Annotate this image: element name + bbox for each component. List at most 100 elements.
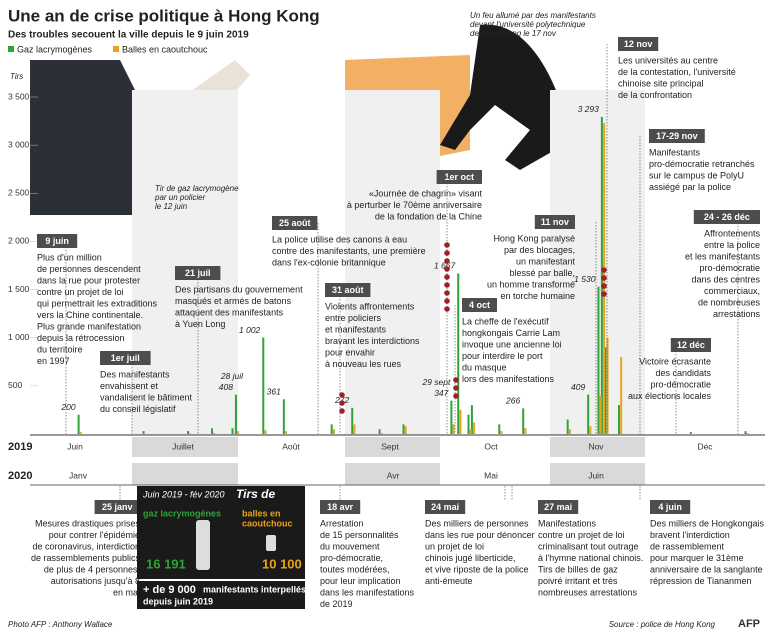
y-tick-label: 500: [8, 380, 22, 390]
value-label: 1 002: [239, 325, 261, 335]
event-text: sur le campus de PolyU: [649, 170, 744, 180]
event-text: de la fondation de la Chine: [375, 211, 482, 221]
event-text: Victoire écrasante: [639, 356, 711, 366]
bar: [589, 426, 592, 434]
event-date-box: [436, 170, 482, 184]
event-date: 24 mai: [431, 502, 459, 512]
event-text: arrestations: [713, 309, 761, 319]
event-text: Les universités au centre: [618, 55, 718, 65]
event-text: attaquent des manifestants: [175, 307, 284, 317]
event-text: invoque une ancienne loi: [462, 339, 562, 349]
event-text: blessé par balle,: [509, 268, 575, 278]
event-text: contre des manifestants, une première: [272, 246, 426, 256]
logo: AFP: [738, 618, 760, 630]
month-label: Oct: [484, 441, 498, 451]
event-text: chinoise site principal: [618, 78, 704, 88]
bar: [404, 426, 407, 434]
bar: [353, 424, 356, 434]
event-text: des candidats: [655, 368, 711, 378]
bar: [500, 431, 503, 434]
axis-band: [132, 437, 238, 457]
legend-swatch: [8, 46, 14, 52]
date-label: 28 juil: [220, 371, 244, 381]
event-text: du masque: [462, 362, 507, 372]
balles-label: balles en: [242, 508, 281, 518]
event-text: vandalisent le bâtiment: [100, 392, 193, 402]
bar: [522, 408, 525, 434]
event-text: de rassemblements publics: [31, 553, 141, 563]
event-text: toutes modérées,: [320, 564, 390, 574]
event-text: La police utilise des canons à eau: [272, 234, 407, 244]
gaz-total: 16 191: [146, 556, 186, 571]
axis-band-2020: [550, 463, 645, 485]
y-tick-label: 3 500: [8, 91, 30, 101]
event-text: de 15 personnalités: [320, 530, 399, 540]
gaz-label: gaz lacrymogènes: [143, 508, 221, 518]
event-text: en mai: [113, 587, 140, 597]
event-text: du conseil législatif: [100, 404, 176, 414]
marker-dot: [453, 377, 459, 383]
event-text: hongkongais Carrie Lam: [462, 328, 560, 338]
event-text: Mesures drastiques prises: [35, 518, 141, 528]
bar: [587, 394, 590, 434]
axis-band: [345, 437, 440, 457]
bar: [498, 424, 501, 434]
event-text: nombreuses arrestations: [538, 587, 638, 597]
marker-dot: [601, 275, 607, 281]
bar: [457, 273, 460, 434]
marker-dot: [339, 408, 345, 414]
event-text: dans les rue pour dénoncer: [425, 530, 535, 540]
bar: [187, 431, 190, 434]
axis-band-2020: [345, 463, 440, 485]
event-text: Plus d'un million: [37, 252, 102, 262]
event-text: entre policiers: [325, 313, 382, 323]
photo-caption: le 12 juin: [155, 202, 188, 211]
event-text: de la contestation, l'université: [618, 67, 736, 77]
event-text: de rassemblement: [650, 541, 725, 551]
value-label: 408: [219, 382, 233, 392]
event-text: répression de Tiananmen: [650, 576, 752, 586]
event-text: et les manifestants: [685, 251, 761, 261]
event-text: du territoire: [37, 344, 83, 354]
date-label: 29 sept: [421, 377, 451, 387]
event-date-box: [37, 234, 78, 248]
value-label: 272: [334, 395, 349, 405]
event-text: autorisations jusqu'à 8: [51, 576, 140, 586]
event-text: «Journée de chagrin» visant: [369, 188, 483, 198]
event-date: 1er juil: [111, 353, 140, 363]
y-tick-label: 1 000: [8, 332, 30, 342]
photo-caption: Tir de gaz lacrymogène: [155, 184, 239, 193]
event-date-box: [94, 500, 140, 514]
month-label-2020: Juin: [588, 470, 604, 480]
event-text: Manifestations: [538, 518, 597, 528]
event-text: chinois jugé liberticide,: [425, 553, 516, 563]
year-2020: 2020: [8, 470, 32, 482]
event-text: dans l'ex-colonie britannique: [272, 257, 386, 267]
legend-label: Balles en caoutchouc: [122, 44, 208, 54]
event-text: de 2019: [320, 599, 353, 609]
bar: [469, 429, 472, 434]
month-label-2020: Avr: [387, 470, 400, 480]
event-text: anti-émeute: [425, 576, 473, 586]
event-date: 18 avr: [327, 502, 354, 512]
event-text: aux élections locales: [628, 391, 712, 401]
event-text: et manifestants: [325, 324, 387, 334]
y-tick-label: 1 500: [8, 284, 30, 294]
event-text: depuis la rétrocession: [37, 333, 125, 343]
event-text: qui permettrait les extraditions: [37, 298, 158, 308]
y-tick-label: 2 000: [8, 236, 30, 246]
event-text: bravent l'interdiction: [650, 530, 730, 540]
event-date-box: [650, 500, 691, 514]
marker-dot: [339, 392, 345, 398]
event-text: du mouvement: [320, 541, 380, 551]
month-label: Juin: [67, 441, 83, 451]
month-label: Sept: [381, 441, 399, 451]
month-label-2020: Mai: [484, 470, 498, 480]
bar: [744, 431, 747, 434]
photo-caption: Un feu allumé par des manifestants: [470, 11, 596, 20]
event-date-box: [693, 210, 760, 224]
event-date-box: [649, 129, 705, 143]
event-text: lors des manifestations: [462, 374, 555, 384]
bar: [264, 430, 267, 434]
bar: [597, 286, 600, 434]
